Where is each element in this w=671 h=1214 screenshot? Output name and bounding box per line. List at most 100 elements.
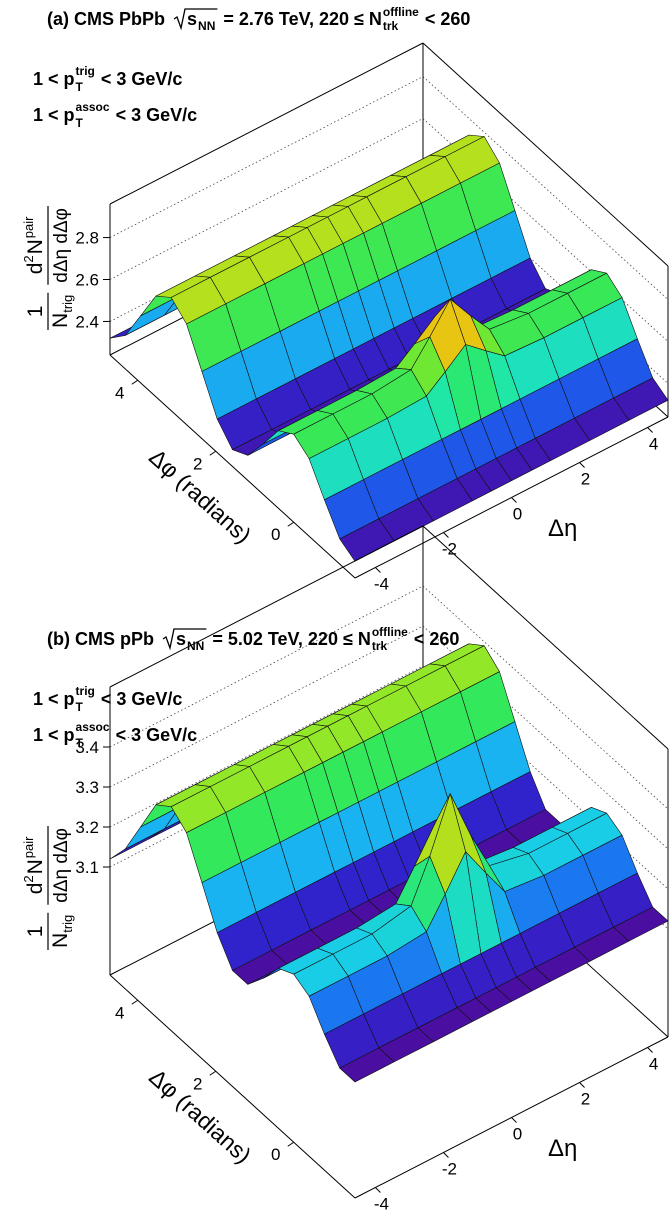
x-tick xyxy=(375,1187,381,1193)
annotation-text: < 3 GeV/c xyxy=(116,725,198,745)
y-tick xyxy=(131,379,139,385)
y-tick-label: 2 xyxy=(193,1074,202,1093)
title-text: s xyxy=(176,629,186,649)
z-tick-label: 2.8 xyxy=(75,229,99,248)
x-tick-label: -4 xyxy=(374,575,389,594)
z-title-text: d xyxy=(24,883,47,895)
x-tick-label: 0 xyxy=(513,505,522,524)
z-title-text: d xyxy=(24,263,47,275)
annotation-subscript: T xyxy=(76,80,84,94)
x-tick-label: 4 xyxy=(649,1055,658,1074)
title-text: = 2.76 TeV, 220 ≤ N xyxy=(223,9,381,29)
y-tick xyxy=(287,1141,295,1147)
y-tick-label: 2 xyxy=(193,454,202,473)
z-tick-label: 2.6 xyxy=(75,271,99,290)
x-tick xyxy=(647,427,653,433)
chart-title: (b) CMS pPb xyxy=(47,629,154,649)
annotation-superscript: assoc xyxy=(76,100,110,114)
annotation-subscript: T xyxy=(76,736,84,750)
x-tick xyxy=(579,1082,585,1088)
z-title-text: dΔη dΔφ xyxy=(51,828,72,903)
z-title-superscript: 2 xyxy=(21,875,36,882)
x-tick-label: -2 xyxy=(442,1160,457,1179)
annotation-text: 1 < p xyxy=(33,689,75,709)
x-tick xyxy=(579,462,585,468)
title-text: s xyxy=(187,9,197,29)
y-tick-label: 4 xyxy=(115,1003,124,1022)
x-axis-title: Δη xyxy=(548,515,577,542)
y-tick xyxy=(287,521,295,527)
title-subscript: NN xyxy=(187,639,204,653)
box-edge xyxy=(422,525,669,750)
z-tick-label: 3.4 xyxy=(75,738,99,757)
annotation-superscript: trig xyxy=(76,64,95,78)
title-text: = 5.02 TeV, 220 ≤ N xyxy=(212,629,370,649)
y-tick-label: 0 xyxy=(271,525,280,544)
x-tick-label: 4 xyxy=(649,435,658,454)
annotation-text: 1 < p xyxy=(33,69,75,89)
y-tick xyxy=(131,999,139,1005)
title-text: < 260 xyxy=(414,629,460,649)
x-tick-label: 2 xyxy=(581,1090,590,1109)
box-edge xyxy=(109,42,424,205)
grid-line xyxy=(109,118,669,342)
title-superscript: offline xyxy=(372,625,408,639)
annotation-text: < 3 GeV/c xyxy=(116,105,198,125)
annotation-text: 1 < p xyxy=(33,725,75,745)
x-axis-title: Δη xyxy=(548,1135,577,1162)
title-subscript: NN xyxy=(198,19,215,33)
y-tick-label: 0 xyxy=(271,1145,280,1164)
grid-line xyxy=(109,585,669,810)
x-tick xyxy=(511,497,517,503)
annotation-text: < 3 GeV/c xyxy=(101,69,183,89)
z-tick-label: 3.2 xyxy=(75,818,99,837)
x-tick xyxy=(647,1047,653,1053)
x-tick-label: -4 xyxy=(374,1195,389,1214)
sqrt-sign xyxy=(173,8,218,31)
z-title-superscript: 2 xyxy=(21,255,36,262)
box-edge xyxy=(422,42,669,267)
annotation-text: < 3 GeV/c xyxy=(101,689,183,709)
y-axis xyxy=(109,974,356,1199)
x-tick xyxy=(511,1117,517,1123)
z-title-text: N xyxy=(49,313,72,328)
x-tick xyxy=(443,1152,449,1158)
title-subscript: trk xyxy=(383,19,399,33)
z-title-text: 1 xyxy=(24,926,47,938)
z-title-text: 1 xyxy=(24,306,47,318)
annotation-text: 1 < p xyxy=(33,105,75,125)
z-title-superscript: pair xyxy=(21,216,36,238)
grid-line xyxy=(109,76,669,300)
sqrt-sign xyxy=(162,628,207,651)
x-tick-label: 0 xyxy=(513,1125,522,1144)
z-title-subscript: trig xyxy=(60,295,75,313)
chart-title: (a) CMS PbPb xyxy=(47,9,165,29)
z-title-text: dΔη dΔφ xyxy=(51,208,72,283)
z-title-text: N xyxy=(24,859,47,874)
surface xyxy=(109,134,669,562)
box-edge xyxy=(109,525,424,688)
x-tick xyxy=(443,532,449,538)
title-text: < 260 xyxy=(425,9,471,29)
y-tick xyxy=(209,1070,217,1076)
y-axis xyxy=(109,354,356,579)
title-superscript: offline xyxy=(383,5,419,19)
grid-line xyxy=(109,625,669,850)
surface xyxy=(109,643,669,1083)
z-title-text: N xyxy=(24,239,47,254)
z-title-superscript: pair xyxy=(21,836,36,858)
z-title-subscript: trig xyxy=(60,915,75,933)
x-tick xyxy=(375,567,381,573)
annotation-superscript: trig xyxy=(76,684,95,698)
z-title-text: N xyxy=(49,933,72,948)
surface-cell xyxy=(339,1047,395,1083)
x-tick-label: -2 xyxy=(442,540,457,559)
annotation-superscript: assoc xyxy=(76,720,110,734)
annotation-subscript: T xyxy=(76,700,84,714)
z-tick-label: 3.1 xyxy=(75,858,99,877)
